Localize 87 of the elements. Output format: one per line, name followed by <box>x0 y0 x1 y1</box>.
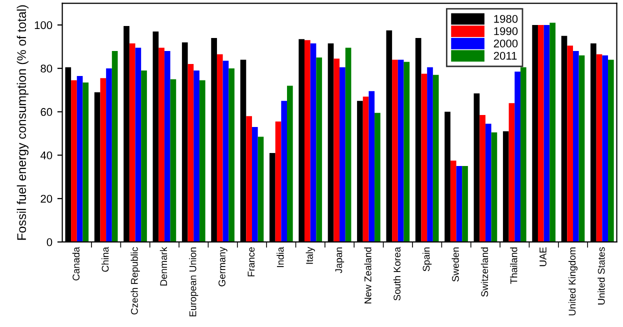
bar <box>456 166 462 242</box>
bar <box>398 60 404 242</box>
bar <box>199 80 206 242</box>
bar <box>228 68 234 242</box>
bar <box>106 68 112 242</box>
y-tick-label: 20 <box>40 194 52 203</box>
bar <box>164 51 170 242</box>
legend-label: 1980 <box>494 14 518 23</box>
bar <box>345 48 352 242</box>
bar <box>141 70 147 242</box>
x-tick-label: South Korea <box>393 246 401 300</box>
x-tick-label: Denmark <box>160 246 168 286</box>
bar <box>544 24 550 242</box>
x-tick-label: Japan <box>335 247 344 274</box>
x-tick-label: Czech Republic <box>130 247 140 314</box>
bar <box>76 76 83 242</box>
bar <box>194 70 200 242</box>
bar <box>310 43 316 242</box>
x-tick-label: Sweden <box>452 247 459 282</box>
x-tick-label: United Kingdom <box>568 247 578 316</box>
legend-label: 2011 <box>494 52 517 60</box>
y-tick-label: 40 <box>40 151 52 160</box>
bar <box>362 96 369 242</box>
bar <box>392 60 398 242</box>
x-tick-label: Thailand <box>510 247 518 284</box>
bar <box>334 58 340 242</box>
bar <box>158 48 164 242</box>
x-tick-label: Switzerland <box>480 247 488 297</box>
bar <box>450 160 456 242</box>
bar <box>578 55 585 242</box>
bar <box>538 24 544 242</box>
y-tick-label: 60 <box>40 108 52 116</box>
bar <box>258 136 264 242</box>
x-tick-label: European Union <box>189 247 198 316</box>
bar <box>112 51 118 242</box>
x-tick-label: Germany <box>218 246 228 286</box>
bar <box>340 67 346 242</box>
x-tick-label: China <box>102 246 109 272</box>
bar <box>281 100 288 242</box>
bar <box>567 46 573 242</box>
x-tick-label: India <box>276 246 284 268</box>
x-tick-label: Italy <box>306 246 315 264</box>
bar <box>82 82 89 242</box>
y-tick-label: 80 <box>40 64 52 73</box>
bar <box>550 22 556 242</box>
bar <box>374 112 380 242</box>
bar <box>520 67 526 242</box>
x-tick-label: UAE <box>540 247 546 266</box>
bar <box>188 64 194 242</box>
legend-label: 1990 <box>494 27 518 36</box>
bar <box>304 40 310 242</box>
bar <box>170 79 176 242</box>
bar <box>427 67 433 242</box>
x-tick-label: Spain <box>422 247 432 272</box>
bar <box>421 74 428 242</box>
bar <box>508 103 515 242</box>
bar <box>71 80 77 242</box>
bar <box>432 74 439 242</box>
bar <box>485 124 492 242</box>
bar <box>596 54 602 242</box>
bar <box>480 115 486 242</box>
bar <box>602 55 608 242</box>
bar <box>404 62 410 242</box>
bar <box>129 43 136 242</box>
x-tick-label: France <box>248 247 255 276</box>
legend-label: 2000 <box>494 40 518 48</box>
bar <box>135 48 142 242</box>
bar <box>275 122 282 242</box>
y-axis-title: Fossil fuel energy consumption (% of total) <box>16 5 28 240</box>
bar <box>572 51 579 242</box>
bar <box>216 54 223 242</box>
bar <box>608 60 614 242</box>
bar <box>287 86 293 242</box>
bar <box>246 116 252 242</box>
x-tick-label: United States <box>598 247 605 304</box>
bar <box>222 60 229 242</box>
bar <box>368 91 375 242</box>
x-tick-label: Canada <box>72 246 80 280</box>
x-tick-label: New Zealand <box>364 247 372 304</box>
bar <box>462 166 468 242</box>
y-tick-label: 0 <box>46 238 52 246</box>
bar <box>316 58 322 242</box>
bar <box>252 126 258 242</box>
bar <box>491 132 498 242</box>
y-tick-label: 100 <box>34 21 52 30</box>
bar <box>100 78 106 242</box>
bar <box>514 72 520 242</box>
